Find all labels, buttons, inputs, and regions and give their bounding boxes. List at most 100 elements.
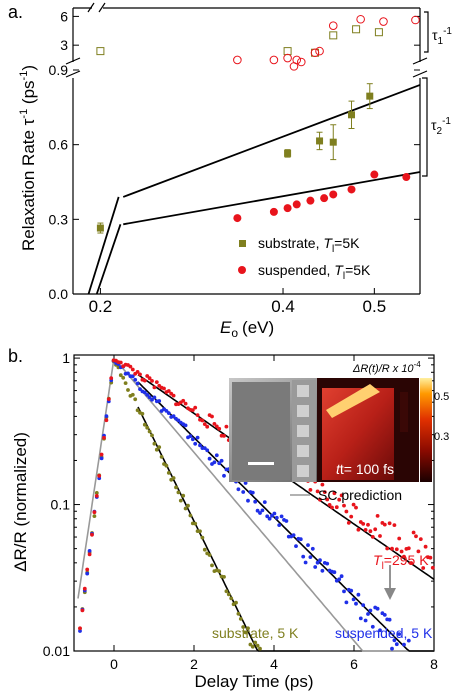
b-dot-0 bbox=[166, 471, 171, 475]
panel-a-xlabel: Eo (eV) bbox=[220, 318, 274, 340]
b-dot-1 bbox=[87, 549, 92, 553]
b-dot-1 bbox=[214, 453, 219, 458]
a-xtick-2: 0.5 bbox=[363, 297, 387, 316]
b-dot-1 bbox=[308, 555, 313, 559]
b-dot-1 bbox=[255, 508, 260, 513]
a-point-0-4 bbox=[348, 111, 356, 119]
b-ytick-0: 0.01 bbox=[43, 643, 70, 659]
a-fit-0 bbox=[122, 84, 421, 198]
a-xtick-1: 0.4 bbox=[271, 297, 295, 316]
b-dot-1 bbox=[236, 487, 241, 492]
b-dot-0 bbox=[248, 642, 253, 647]
arrow-head bbox=[384, 588, 396, 600]
b-dot-1 bbox=[250, 490, 255, 495]
b-dot-2 bbox=[85, 567, 90, 572]
b-dot-1 bbox=[368, 608, 373, 613]
a-fit-3 bbox=[95, 224, 122, 295]
b-dot-1 bbox=[310, 546, 315, 551]
b-dot-0 bbox=[238, 617, 243, 621]
b-dot-0 bbox=[159, 455, 164, 459]
colorbar-label: ΔR(t)/R x 10-4 bbox=[352, 360, 421, 375]
b-dot-2 bbox=[368, 529, 373, 534]
b-dot-2 bbox=[202, 422, 207, 426]
b-dot-0 bbox=[178, 498, 183, 503]
b-dot-1 bbox=[183, 423, 188, 428]
a-ytick-low-2: 0.6 bbox=[49, 137, 69, 153]
b-dot-0 bbox=[193, 521, 198, 526]
b-dot-2 bbox=[224, 424, 229, 429]
a-point-3-10 bbox=[379, 17, 388, 26]
b-dot-2 bbox=[222, 434, 226, 438]
b-dot-2 bbox=[162, 386, 166, 391]
panel-a-label: a. bbox=[8, 2, 23, 22]
b-dot-2 bbox=[82, 586, 87, 591]
b-dot-1 bbox=[130, 374, 135, 379]
b-dot-0 bbox=[186, 503, 190, 508]
b-dot-2 bbox=[349, 514, 354, 519]
a-ytick-low-0: 0.0 bbox=[49, 286, 69, 302]
b-dot-0 bbox=[164, 463, 169, 468]
b-dot-1 bbox=[274, 515, 279, 520]
a-point-1-8 bbox=[370, 170, 379, 179]
b-dot-0 bbox=[133, 397, 138, 402]
b-dot-2 bbox=[366, 522, 370, 527]
tau1-label: τ1-1 bbox=[432, 26, 452, 47]
b-dot-0 bbox=[147, 429, 152, 434]
b-dot-1 bbox=[318, 558, 322, 563]
b-dot-0 bbox=[229, 596, 234, 601]
b-dot-2 bbox=[392, 523, 397, 527]
b-dot-1 bbox=[402, 642, 406, 647]
b-dot-1 bbox=[397, 632, 402, 636]
b-dot-2 bbox=[394, 547, 399, 552]
a-point-1-0 bbox=[233, 214, 242, 223]
sc-prediction-curve bbox=[77, 358, 434, 652]
b-dot-2 bbox=[142, 378, 147, 383]
label-295k: Tl=295 K bbox=[373, 552, 429, 572]
b-dot-0 bbox=[126, 388, 130, 392]
b-dot-2 bbox=[375, 514, 380, 518]
b-dot-0 bbox=[135, 408, 140, 413]
sc-legend-label: SC prediction bbox=[318, 487, 402, 503]
b-dot-2 bbox=[370, 535, 375, 539]
a-point-3-9 bbox=[356, 14, 365, 24]
b-dot-2 bbox=[152, 385, 157, 390]
b-dot-1 bbox=[258, 511, 262, 515]
b-xtick-2: 4 bbox=[270, 656, 278, 672]
a-point-0-1 bbox=[284, 149, 292, 157]
inset-time-label: tt= 100 fs bbox=[336, 461, 394, 477]
b-dot-2 bbox=[171, 393, 176, 398]
b-dot-1 bbox=[253, 499, 258, 504]
a-point-2-0 bbox=[96, 47, 105, 56]
b-dot-1 bbox=[370, 624, 375, 629]
label-suspended: suspended, 5 K bbox=[335, 625, 433, 641]
b-dot-1 bbox=[157, 399, 162, 403]
b-dot-2 bbox=[87, 552, 92, 557]
b-dot-1 bbox=[241, 490, 246, 494]
b-dot-1 bbox=[265, 514, 270, 519]
a-point-3-4 bbox=[292, 55, 302, 65]
tau2-bracket bbox=[422, 77, 428, 177]
b-dot-0 bbox=[234, 600, 238, 605]
b-dot-1 bbox=[176, 418, 181, 423]
b-dot-1 bbox=[361, 603, 366, 607]
b-dot-2 bbox=[205, 424, 210, 429]
b-dot-1 bbox=[366, 612, 370, 616]
b-dot-2 bbox=[344, 509, 349, 514]
b-dot-0 bbox=[255, 643, 260, 648]
b-dot-1 bbox=[315, 560, 320, 565]
b-dot-2 bbox=[361, 522, 366, 526]
b-dot-2 bbox=[418, 537, 423, 541]
b-dot-0 bbox=[202, 547, 207, 552]
b-dot-2 bbox=[428, 555, 433, 560]
b-dot-1 bbox=[394, 642, 399, 647]
b-dot-2 bbox=[195, 413, 200, 417]
b-dot-0 bbox=[150, 433, 154, 438]
b-dot-1 bbox=[217, 461, 222, 466]
b-dot-0 bbox=[222, 575, 226, 579]
b-dot-2 bbox=[363, 528, 368, 532]
b-dot-1 bbox=[375, 606, 380, 611]
b-xtick-0: 0 bbox=[110, 656, 118, 672]
inset-time-text: t= 100 fs bbox=[340, 461, 394, 477]
b-dot-2 bbox=[166, 389, 171, 393]
